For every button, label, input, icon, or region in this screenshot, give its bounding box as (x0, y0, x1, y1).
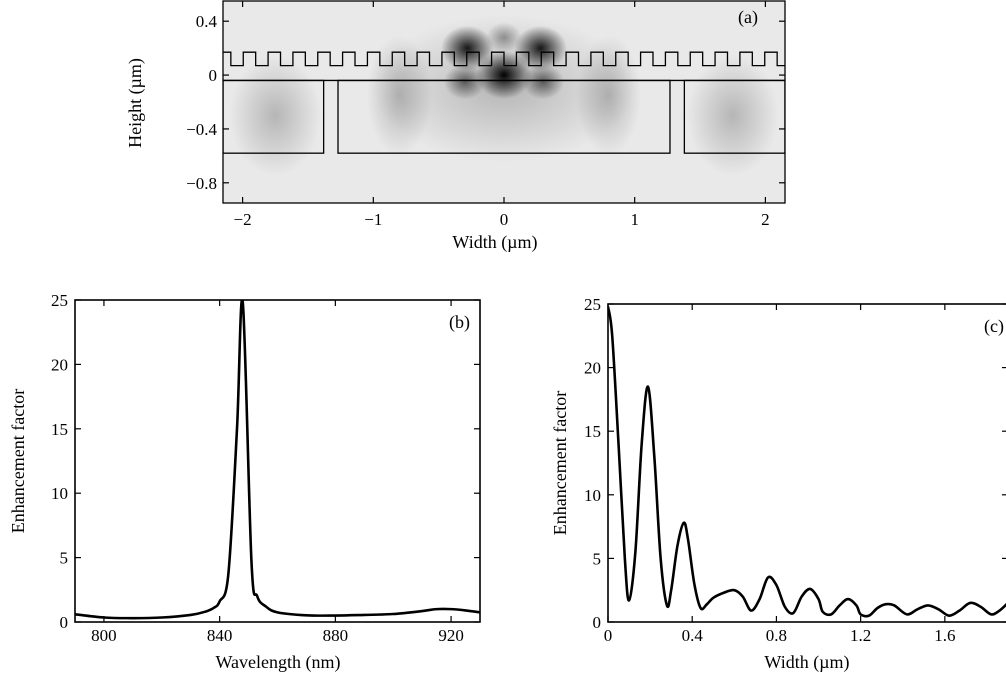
y-tick-label: 10 (51, 484, 68, 503)
panel-c-plot (608, 307, 1006, 617)
panel-b-xlabel: Wavelength (nm) (215, 652, 340, 673)
x-tick-label: 0.8 (766, 626, 787, 645)
panel-a-ylabel: Height (µm) (125, 58, 146, 148)
y-tick-label: 25 (51, 291, 68, 310)
field-hotspot (522, 64, 564, 99)
x-tick-label: 880 (323, 626, 349, 645)
field-hotspot (514, 26, 567, 71)
panel-b-ylabel: Enhancement factor (8, 389, 28, 533)
panel-c-tag: (c) (984, 316, 1004, 337)
x-tick-label: 840 (207, 626, 233, 645)
y-tick-label: 5 (60, 549, 69, 568)
y-tick-label: −0.8 (186, 174, 217, 193)
x-tick-label: 800 (91, 626, 117, 645)
y-tick-label: 5 (593, 549, 602, 568)
x-tick-label: 1.2 (850, 626, 871, 645)
y-tick-label: 20 (51, 355, 68, 374)
field-ripple (576, 35, 641, 156)
x-tick-label: 1.6 (934, 626, 955, 645)
panel-b-axes: 800 840 880 920 0 5 10 15 20 25 (51, 291, 480, 645)
field-hotspot (444, 64, 486, 99)
field-ripple (230, 55, 321, 176)
y-tick-label: 10 (584, 486, 601, 505)
panel-b: 800 840 880 920 0 5 10 15 20 25 (b) Wavelength (n… (8, 291, 480, 673)
y-tick-label: 15 (584, 422, 601, 441)
y-tick-label: 0 (209, 66, 218, 85)
y-tick-label: 0 (593, 613, 602, 632)
x-tick-label: 0 (604, 626, 613, 645)
panel-c-ylabel: Enhancement factor (550, 391, 570, 535)
y-tick-label: 25 (584, 295, 601, 314)
panel-a-tag: (a) (738, 7, 758, 28)
y-tick-label: 0 (60, 613, 69, 632)
panel-b-frame (75, 300, 480, 622)
panel-a-xlabel: Width (µm) (452, 232, 537, 253)
field-ripple (687, 55, 778, 176)
field-ripple (367, 35, 432, 156)
x-tick-label: 920 (438, 626, 464, 645)
panel-b-tag: (b) (449, 312, 470, 333)
series-line (75, 300, 480, 619)
series-line (608, 307, 1006, 617)
panel-c-frame (608, 304, 1006, 622)
field-hotspot (441, 26, 494, 71)
x-tick-label: 0 (500, 210, 509, 229)
x-tick-label: 1 (630, 210, 639, 229)
x-tick-label: −1 (364, 210, 382, 229)
x-tick-label: −2 (234, 210, 252, 229)
panel-c: 0 0.4 0.8 1.2 1.6 0 5 10 15 20 25 (c) Width (µm) E… (550, 295, 1006, 673)
x-tick-label: 2 (761, 210, 770, 229)
panel-c-axes: 0 0.4 0.8 1.2 1.6 0 5 10 15 20 25 (584, 295, 1006, 645)
y-tick-label: 20 (584, 359, 601, 378)
y-tick-label: 15 (51, 420, 68, 439)
panel-b-plot (75, 300, 480, 619)
x-tick-label: 0.4 (682, 626, 704, 645)
y-tick-label: −0.4 (186, 120, 217, 139)
field-hotspot (486, 22, 521, 52)
panel-a: −2 −1 0 1 2 0.4 0 −0.4 −0.8 (a) Width (µm) Heigh… (125, 1, 814, 253)
panel-c-xlabel: Width (µm) (764, 652, 849, 673)
y-tick-label: 0.4 (196, 12, 218, 31)
